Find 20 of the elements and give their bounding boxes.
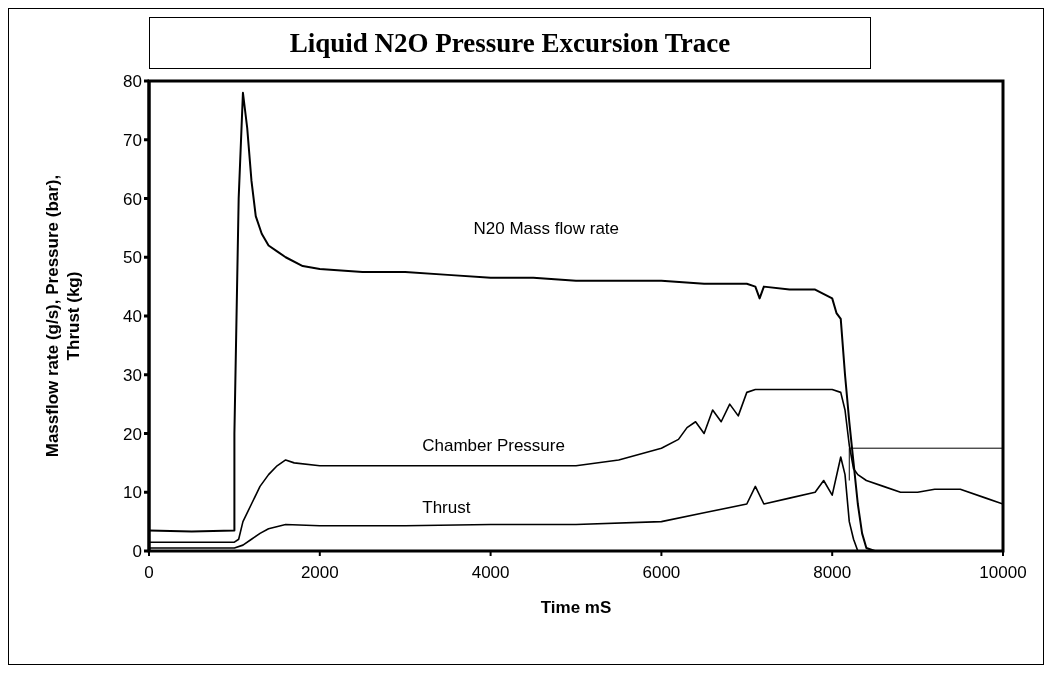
y-tick-label: 20: [123, 424, 142, 444]
chart-title: Liquid N2O Pressure Excursion Trace: [149, 17, 871, 69]
y-tick-label: 70: [123, 130, 142, 150]
text: N20 Mass flow rate: [473, 218, 620, 238]
y-tick-label: 60: [123, 189, 142, 209]
y-axis-title: Massflow rate (g/s), Pressure (bar), Thrust (kg): [42, 173, 84, 460]
y-tick-label: 80: [123, 72, 142, 92]
y-tick-label: 50: [123, 248, 142, 268]
y-tick-label: 0: [132, 542, 142, 562]
y-tick-label: 40: [123, 307, 142, 327]
y-tick-label: 30: [123, 365, 142, 385]
y-tick-label: 10: [123, 483, 142, 503]
x-tick-label: 8000: [813, 563, 852, 583]
series-label: Thrust: [422, 497, 471, 517]
series-label: Chamber Pressure: [422, 436, 565, 456]
x-tick-label: 6000: [642, 563, 681, 583]
x-tick-label: 10000: [979, 563, 1027, 583]
x-tick-label: 4000: [471, 563, 510, 583]
x-axis-title: Time mS: [540, 598, 612, 617]
x-tick-label: 2000: [300, 563, 339, 583]
